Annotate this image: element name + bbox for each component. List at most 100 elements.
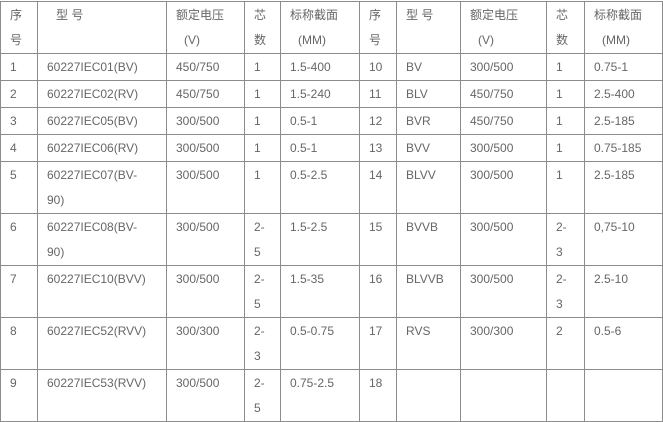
cell-no-text: 3 [10,114,17,128]
cell-model: 60227IEC07(BV-90) [37,161,167,214]
cell-section: 0.75-1 [584,53,663,81]
cell-voltage-text: 300/500 [470,168,514,182]
cell-model-text: 60227IEC52(RVV) [47,324,147,338]
cell-no-text: 8 [10,324,17,338]
cell-cores: 2-5 [244,369,281,422]
cell-model-text: 60227IEC02(RV) [47,87,139,101]
cell-cores-text: 1 [556,60,563,74]
cell-no: 4 [0,134,38,162]
cell-voltage: 300/500 [460,134,547,162]
cell-voltage-text: 300/500 [176,141,220,155]
table-row: 3 60227IEC05(BV) 300/500 1 0.5-1 12 BVR 450/750… [0,107,663,135]
cell-section: 0.5-6 [584,317,663,370]
cell-section-text: 0.75-185 [594,141,642,155]
cell-model: BVVB [396,213,461,266]
cell-no: 10 [359,53,397,81]
cell-section-text: 0.5-2.5 [290,168,328,182]
cell-voltage-text: 300/500 [176,376,220,390]
cell-model: 60227IEC02(RV) [37,80,167,108]
cell-voltage-text: 300/300 [470,324,514,338]
cell-model-text: 60227IEC07(BV-90) [47,168,138,207]
cell-no-text: 16 [369,272,383,286]
cell-cores: 2-5 [244,213,281,266]
table-row: 4 60227IEC06(RV) 300/500 1 0.5-1 13 BVV 300/500… [0,134,663,162]
cell-cores [546,369,585,422]
cell-model-text: 60227IEC53(RVV) [47,376,147,390]
cell-no-text: 1 [10,60,17,74]
cell-section: 0,75-10 [584,213,663,266]
cell-voltage-text: 300/500 [176,114,220,128]
cell-no-text: 10 [369,60,383,74]
cell-model-text: BLVVB [406,272,444,286]
cell-model: 60227IEC05(BV) [37,107,167,135]
cell-section: 0.5-0.75 [280,317,360,370]
cell-no: 12 [359,107,397,135]
header-cores: 芯数 [546,1,585,54]
cell-voltage: 300/500 [460,265,547,318]
cell-no-text: 7 [10,272,17,286]
cell-model: BLV [396,80,461,108]
cell-no-text: 2 [10,87,17,101]
cell-cores-text: 1 [556,87,563,101]
cell-cores: 1 [546,161,585,214]
cell-cores: 1 [546,107,585,135]
cell-cores-text: 1 [556,141,563,155]
cell-voltage: 300/500 [166,369,245,422]
cell-section-text: 0.75-1 [594,60,629,74]
cell-section-text: 0.75-2.5 [290,376,335,390]
cell-no: 3 [0,107,38,135]
cell-model: 60227IEC01(BV) [37,53,167,81]
cell-model: 60227IEC10(BVV) [37,265,167,318]
cell-voltage: 450/750 [460,80,547,108]
cell-no: 18 [359,369,397,422]
header-no: 序号 [0,1,38,54]
cell-model [396,369,461,422]
cell-voltage [460,369,547,422]
header-no: 序号 [359,1,397,54]
cell-voltage: 300/500 [166,265,245,318]
cell-model-text: 60227IEC10(BVV) [47,272,146,286]
cell-cores-text: 2 [556,324,563,338]
cell-voltage: 450/750 [166,53,245,81]
cell-voltage-text: 300/500 [176,220,220,234]
cell-model-text: BVVB [406,220,439,234]
cell-voltage-text: 300/500 [470,220,514,234]
cell-section: 0.75-185 [584,134,663,162]
cell-cores: 1 [546,134,585,162]
cell-cores-text: 2-5 [254,220,265,259]
cell-no-text: 9 [10,376,17,390]
cell-voltage-text: 450/750 [470,87,514,101]
cell-cores: 1 [244,53,281,81]
cell-section-text: 0.5-0.75 [290,324,335,338]
cell-cores-text: 1 [254,114,261,128]
cell-no: 15 [359,213,397,266]
cell-model: BV [396,53,461,81]
cell-cores-text: 1 [254,87,261,101]
cell-model: BVV [396,134,461,162]
table-row: 8 60227IEC52(RVV) 300/300 2-3 0.5-0.75 17 RVS 3… [0,317,663,370]
cell-cores: 1 [546,80,585,108]
cell-voltage-text: 450/750 [176,87,220,101]
cell-model: 60227IEC52(RVV) [37,317,167,370]
header-model: 型 号 [37,1,167,54]
cell-cores-text: 1 [254,141,261,155]
cell-cores-text: 1 [254,60,261,74]
cell-no-text: 4 [10,141,17,155]
cell-section: 1.5-35 [280,265,360,318]
cell-no: 2 [0,80,38,108]
cell-section: 0.75-2.5 [280,369,360,422]
cell-voltage: 300/300 [460,317,547,370]
cell-section-text: 1.5-2.5 [290,220,328,234]
cell-model-text: 60227IEC01(BV) [47,60,138,74]
cell-no-text: 6 [10,220,17,234]
cell-voltage: 300/500 [166,161,245,214]
cell-no: 8 [0,317,38,370]
cell-voltage: 300/500 [166,107,245,135]
cell-model-text: 60227IEC08(BV-90) [47,220,138,259]
cell-section-text: 2.5-10 [594,272,629,286]
cell-voltage-text: 300/300 [176,324,220,338]
cell-section: 0.5-1 [280,134,360,162]
cell-cores-text: 1 [556,114,563,128]
cell-section-text: 2.5-185 [594,168,635,182]
cell-voltage: 450/750 [166,80,245,108]
